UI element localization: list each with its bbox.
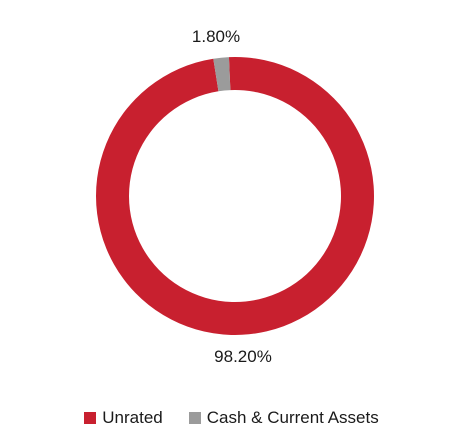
legend-item-unrated: Unrated [84, 408, 163, 428]
legend-swatch-cash-current-assets [188, 412, 201, 424]
data-label-unrated: 98.20% [214, 347, 272, 366]
donut-slice-cash-current-assets [213, 57, 231, 92]
legend-label-unrated: Unrated [102, 408, 163, 427]
data-label-cash-current-assets: 1.80% [192, 27, 240, 46]
chart-legend: Unrated Cash & Current Assets [0, 404, 463, 432]
donut-slice-unrated [96, 57, 374, 335]
legend-label-cash-current-assets: Cash & Current Assets [206, 408, 379, 427]
legend-swatch-unrated [84, 412, 97, 424]
legend-item-cash-current-assets: Cash & Current Assets [188, 408, 379, 428]
